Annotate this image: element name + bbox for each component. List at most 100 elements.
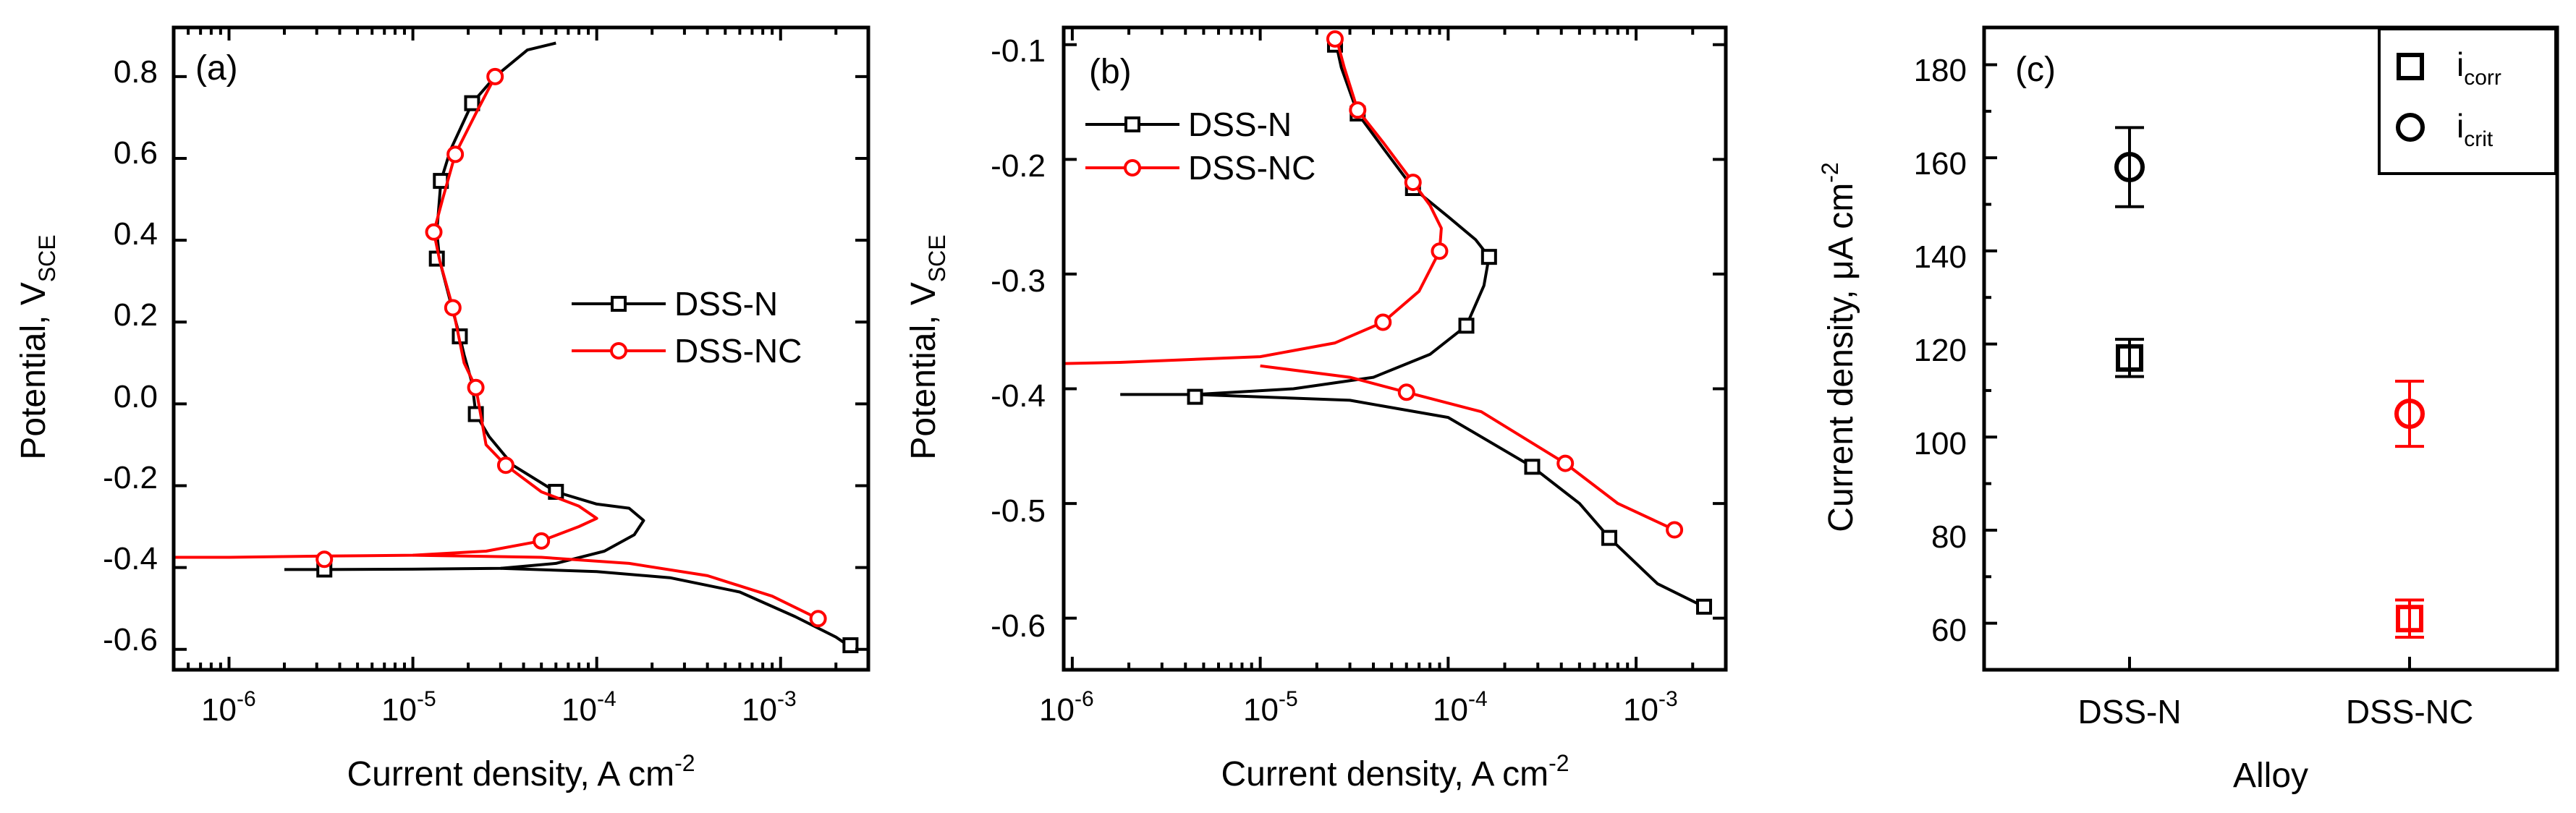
- panel-c-xticklabels: DSS-N DSS-NC: [2077, 693, 2473, 731]
- panel-a-marker-dss-nc: [809, 610, 827, 628]
- panel-a-legend: DSS-N DSS-NC: [572, 285, 802, 370]
- panel-c-point-i_corr: [2116, 344, 2143, 372]
- panel-b-yticklabels: -0.1 -0.2 -0.3 -0.4 -0.5 -0.6: [991, 33, 1046, 644]
- panel-b-cathodic-dss-nc: [1260, 364, 1675, 532]
- panel-c-yticklabels: 60 80 100 120 140 160 180: [1914, 53, 1967, 648]
- panel-a-ytick-label: 0.6: [114, 135, 158, 171]
- panel-b-marker-dss-nc: [1326, 30, 1344, 48]
- panel-b-marker-dss-nc: [1556, 454, 1575, 472]
- panel-b-marker-dss-nc: [1666, 521, 1684, 539]
- panel-c-point-i_corr: [2396, 605, 2423, 633]
- panel-a-cathodic-dss-n: [500, 566, 855, 651]
- panel-a-legend-marker-dss-n: [611, 296, 627, 312]
- panel-a-xlabel: Current density, A cm-2: [347, 750, 695, 793]
- panel-c-point-i_crit: [2114, 152, 2145, 183]
- panel-a-xtick-label: 10-4: [562, 687, 617, 728]
- panel-a-xtick-label: 10-5: [381, 687, 436, 728]
- panel-a-marker-dss-nc: [446, 145, 465, 163]
- panel-c-frame: [1982, 25, 2559, 672]
- panel-c-xtick-label: DSS-NC: [2346, 693, 2473, 731]
- panel-b-cathodic-dss-n: [1195, 393, 1705, 608]
- panel-c: 60 80 100 120 140 160 180 DSS-N DSS-NC (…: [1817, 25, 2559, 795]
- panel-c-ticks: [1984, 63, 2411, 670]
- panel-a-marker-dss-nc: [315, 550, 334, 569]
- panel-b-xtick-label: 10-6: [1039, 687, 1094, 728]
- panel-a-xtick-label: 10-6: [201, 687, 256, 728]
- panel-b-marker-dss-n: [1187, 388, 1203, 405]
- panel-b-marker-dss-n: [1458, 318, 1475, 334]
- panel-a-ylabel: Potential, VSCE: [14, 234, 60, 459]
- panel-b-marker-dss-nc: [1374, 313, 1392, 331]
- panel-c-ytick-label: 60: [1931, 613, 1967, 648]
- panel-b-ytick-label: -0.5: [991, 493, 1046, 529]
- panel-c-plot-area: [2114, 126, 2425, 639]
- panel-b-marker-dss-n: [1696, 598, 1713, 615]
- panel-b-xtick-label: 10-5: [1243, 687, 1298, 728]
- panel-a-legend-label-dss-nc: DSS-NC: [674, 332, 802, 370]
- panel-a-ytick-label: 0.8: [114, 54, 158, 90]
- panel-c-ytick-label: 160: [1914, 146, 1967, 182]
- panel-b-xlabel: Current density, A cm-2: [1221, 750, 1569, 793]
- panel-c-legend: icorr icrit: [2378, 27, 2557, 175]
- panel-c-legend-marker-icorr: [2397, 53, 2424, 80]
- panel-a-ytick-label: -0.4: [103, 541, 158, 576]
- panel-a-marker-dss-nc: [444, 299, 462, 317]
- panel-c-ytick-label: 80: [1931, 519, 1967, 555]
- panel-b-legend-marker-dss-n: [1124, 116, 1140, 132]
- panel-a-marker-dss-nc: [486, 67, 504, 85]
- panel-c-label: (c): [2015, 51, 2056, 89]
- panel-b-line-dss-n: [1120, 38, 1491, 396]
- panel-b-ytick-label: -0.4: [991, 378, 1046, 414]
- panel-c-ylabel: Current density, μA cm-2: [1817, 162, 1860, 532]
- panel-b-marker-dss-n: [1601, 529, 1618, 546]
- panel-b-xtick-label: 10-3: [1623, 687, 1678, 728]
- panel-c-ytick-label: 180: [1914, 53, 1967, 88]
- panel-a-ytick-label: 0.2: [114, 297, 158, 333]
- panel-a-xticklabels: 10-6 10-5 10-4 10-3: [201, 687, 797, 728]
- panel-a-marker-dss-n: [464, 95, 480, 111]
- panel-a-ytick-label: 0.4: [114, 216, 158, 252]
- panel-a-ticks: [172, 27, 870, 670]
- panel-a: 0.8 0.6 0.4 0.2 0.0 -0.2 -0.4 -0.6 10-6 …: [14, 25, 870, 793]
- panel-a-plot-area: [174, 41, 859, 654]
- panel-a-label: (a): [195, 49, 238, 88]
- panel-a-yticklabels: 0.8 0.6 0.4 0.2 0.0 -0.2 -0.4 -0.6: [103, 54, 158, 657]
- panel-a-marker-dss-nc: [533, 532, 551, 550]
- panel-b-ytick-label: -0.2: [991, 148, 1046, 184]
- panel-b: -0.1 -0.2 -0.3 -0.4 -0.5 -0.6 10-6 10-5 …: [904, 25, 1728, 793]
- panel-b-legend-label-dss-nc: DSS-NC: [1188, 149, 1315, 187]
- panel-a-cathodic-dss-nc: [412, 553, 819, 621]
- panel-c-legend-marker-icrit: [2396, 113, 2425, 142]
- panel-c-legend-box: [2378, 27, 2557, 175]
- panel-c-xtick-label: DSS-N: [2077, 693, 2181, 731]
- panel-b-xticklabels: 10-6 10-5 10-4 10-3: [1039, 687, 1678, 728]
- panel-c-ytick-label: 100: [1914, 426, 1967, 461]
- panel-a-ytick-label: -0.6: [103, 622, 158, 657]
- panel-b-legend-label-dss-n: DSS-N: [1188, 106, 1292, 143]
- panel-b-label: (b): [1089, 53, 1132, 91]
- panel-a-marker-dss-nc: [467, 378, 485, 396]
- panel-a-line-dss-nc: [174, 75, 598, 559]
- panel-c-ytick-label: 120: [1914, 333, 1967, 368]
- panel-a-ytick-label: 0.0: [114, 379, 158, 414]
- panel-b-legend-marker-dss-nc: [1124, 159, 1141, 176]
- panel-a-marker-dss-n: [842, 637, 859, 654]
- panel-b-ytick-label: -0.6: [991, 608, 1046, 644]
- panel-a-ytick-label: -0.2: [103, 460, 158, 495]
- panel-b-ylabel: Potential, VSCE: [904, 234, 950, 459]
- panel-c-ytick-label: 140: [1914, 239, 1967, 275]
- panel-b-ticks: [1062, 27, 1727, 670]
- panel-c-point-i_crit: [2394, 399, 2425, 430]
- panel-b-frame: [1062, 25, 1728, 672]
- panel-b-ytick-label: -0.3: [991, 263, 1046, 299]
- panel-a-xtick-label: 10-3: [742, 687, 797, 728]
- panel-b-marker-dss-nc: [1404, 174, 1422, 192]
- panel-a-legend-marker-dss-nc: [610, 342, 627, 359]
- panel-b-ytick-label: -0.1: [991, 33, 1046, 69]
- panel-b-marker-dss-nc: [1397, 383, 1415, 401]
- panel-a-marker-dss-nc: [425, 223, 443, 241]
- panel-b-marker-dss-nc: [1349, 101, 1367, 119]
- panel-b-plot-area: [1063, 30, 1713, 615]
- panel-b-legend: DSS-N DSS-NC: [1085, 106, 1315, 187]
